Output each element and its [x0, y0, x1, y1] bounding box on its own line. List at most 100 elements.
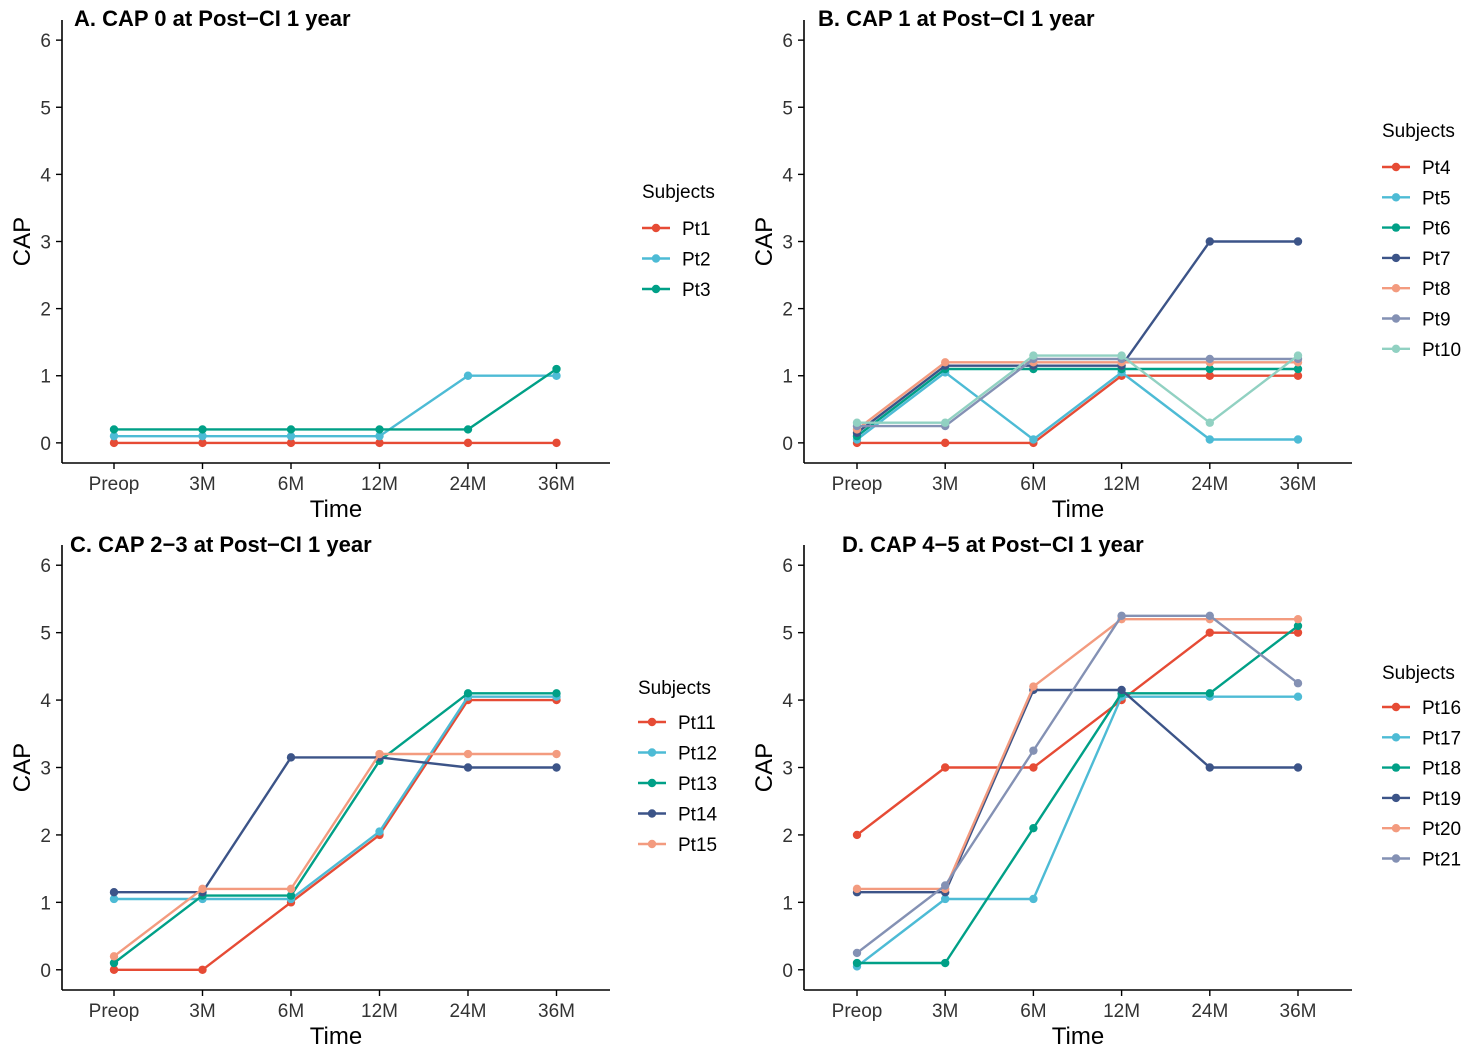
data-point-pt15 — [198, 884, 207, 894]
data-point-pt21 — [941, 881, 950, 890]
y-tick-label: 3 — [782, 233, 793, 254]
legend-label-pt19: Pt19 — [1422, 789, 1461, 810]
legend-key-point-pt15 — [647, 839, 657, 849]
data-point-pt19 — [1117, 685, 1126, 695]
legend-key-point-pt20 — [1391, 824, 1401, 833]
x-tick-label: 36M — [538, 1001, 575, 1022]
data-point-pt4 — [1205, 371, 1214, 380]
data-point-pt17 — [1293, 692, 1303, 701]
series-line-pt15 — [113, 752, 557, 958]
data-point-pt3 — [286, 425, 296, 434]
x-tick-label: 24M — [1191, 1001, 1228, 1022]
legend-label-pt7: Pt7 — [1422, 249, 1451, 270]
x-tick-label: 12M — [361, 1001, 398, 1022]
legend-label-pt21: Pt21 — [1422, 850, 1461, 871]
y-tick-label: 0 — [782, 961, 793, 982]
data-point-pt4 — [941, 438, 950, 448]
data-point-pt10 — [1029, 351, 1038, 360]
x-tick-label: Preop — [832, 474, 883, 495]
y-tick-label: 1 — [782, 367, 793, 388]
data-point-pt11 — [109, 965, 119, 974]
data-point-pt21 — [1117, 611, 1126, 620]
data-point-pt17 — [1029, 894, 1038, 904]
data-point-pt14 — [552, 763, 561, 772]
legend-label-pt6: Pt6 — [1422, 219, 1451, 240]
x-tick-label: 24M — [450, 1001, 487, 1022]
data-point-pt18 — [1029, 823, 1038, 833]
data-point-pt15 — [375, 749, 384, 759]
series-line-pt9 — [857, 357, 1298, 428]
series-line-pt3 — [114, 368, 558, 431]
x-tick-label: 3M — [189, 474, 215, 495]
y-tick-label: 4 — [40, 165, 51, 186]
data-point-pt13 — [109, 958, 119, 968]
data-point-pt7 — [1293, 237, 1303, 246]
series-line-pt4 — [857, 374, 1298, 445]
data-point-pt17 — [941, 894, 950, 904]
series-line-pt20 — [857, 617, 1298, 891]
legend-key-point-pt13 — [647, 778, 657, 788]
data-point-pt2 — [375, 431, 384, 441]
legend-label-pt18: Pt18 — [1422, 759, 1461, 780]
data-point-pt12 — [109, 894, 119, 904]
legend-key-point-pt8 — [1391, 284, 1401, 293]
data-point-pt2 — [463, 371, 473, 380]
data-point-pt3 — [552, 364, 561, 374]
panel-a-chart: A. CAP 0 at Post−CI 1 year 0 1 2 3 4 5 6 Preop 3M… — [9, 6, 715, 523]
y-tick-label: 3 — [40, 759, 51, 780]
x-tick-label: 12M — [1103, 1001, 1140, 1022]
x-tick-label: 6M — [1020, 1001, 1046, 1022]
data-point-pt12 — [375, 827, 384, 836]
data-point-pt2 — [286, 431, 296, 441]
data-point-pt2 — [552, 371, 561, 380]
legend-title: Subjects — [1382, 121, 1455, 142]
data-point-pt20 — [852, 884, 862, 894]
data-point-pt11 — [198, 965, 207, 974]
y-tick-label: 2 — [782, 826, 793, 847]
legend-key-point-pt3 — [651, 284, 661, 294]
x-axis-title: Time — [310, 496, 362, 523]
data-point-pt13 — [286, 891, 296, 900]
data-point-pt13 — [552, 689, 561, 698]
y-tick-label: 1 — [40, 367, 51, 388]
data-point-pt19 — [1293, 763, 1303, 772]
series-line-pt10 — [857, 354, 1299, 424]
legend-label-pt1: Pt1 — [682, 219, 711, 240]
data-point-pt5 — [1029, 435, 1038, 444]
data-point-pt6 — [1205, 364, 1214, 374]
x-tick-label: 36M — [538, 474, 575, 495]
legend-label-pt15: Pt15 — [678, 835, 717, 856]
data-point-pt5 — [1205, 435, 1214, 444]
legend-key-point-pt14 — [647, 809, 657, 818]
data-point-pt16 — [1205, 628, 1214, 637]
y-tick-label: 2 — [40, 826, 51, 847]
legend-key-point-pt16 — [1391, 702, 1401, 712]
x-tick-label: 6M — [278, 1001, 304, 1022]
legend-title: Subjects — [642, 182, 715, 203]
data-point-pt15 — [463, 749, 473, 759]
series-line-pt16 — [856, 631, 1298, 836]
legend-key-point-pt18 — [1391, 763, 1401, 772]
legend-key-point-pt7 — [1391, 253, 1401, 263]
y-tick-label: 2 — [40, 300, 51, 321]
series-line-pt21 — [856, 614, 1299, 954]
legend-key-point-pt10 — [1391, 344, 1401, 353]
chart-title: B. CAP 1 at Post−CI 1 year — [818, 6, 1095, 31]
data-point-pt1 — [375, 438, 384, 448]
data-point-pt3 — [109, 425, 119, 434]
legend-label-pt8: Pt8 — [1422, 279, 1451, 300]
series-line-pt8 — [856, 361, 1298, 431]
data-point-pt3 — [463, 425, 473, 434]
legend-label-pt13: Pt13 — [678, 774, 717, 795]
x-tick-label: 6M — [278, 474, 304, 495]
y-tick-label: 1 — [40, 893, 51, 914]
x-axis-title: Time — [1052, 1023, 1104, 1050]
legend-key-point-pt9 — [1391, 314, 1401, 323]
x-tick-label: 12M — [1103, 474, 1140, 495]
legend-label-pt17: Pt17 — [1422, 728, 1461, 749]
data-point-pt8 — [941, 358, 950, 367]
y-tick-label: 5 — [40, 98, 51, 119]
data-point-pt5 — [1293, 435, 1303, 444]
data-point-pt1 — [552, 438, 561, 448]
